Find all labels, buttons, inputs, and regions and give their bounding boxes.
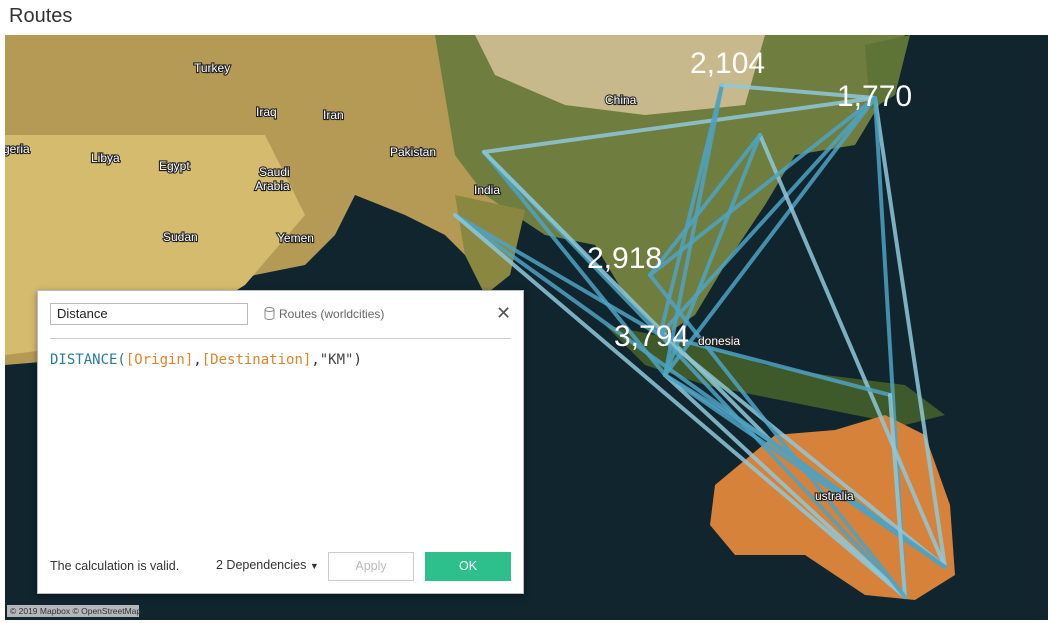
route-line[interactable] — [648, 133, 762, 277]
route-line[interactable] — [720, 83, 877, 100]
sheet-title: Routes — [9, 5, 73, 27]
data-source-name: Routes (worldcities) — [279, 307, 385, 321]
route-label: 2,104 — [690, 47, 765, 80]
place-label: China — [605, 93, 637, 107]
place-label: Egypt — [159, 159, 190, 173]
land — [865, 35, 910, 110]
route-line[interactable] — [658, 333, 907, 599]
routes — [453, 83, 947, 599]
route-line[interactable] — [453, 213, 907, 599]
place-label: Pakistan — [390, 145, 436, 159]
route-line[interactable] — [658, 333, 892, 397]
route-line[interactable] — [648, 273, 907, 599]
place-label: Turkey — [194, 61, 230, 75]
place-label: Libya — [91, 151, 120, 165]
separator — [50, 338, 511, 339]
data-source: Routes (worldcities) — [264, 307, 384, 321]
route-line[interactable] — [453, 213, 662, 337]
formula-punct: , — [193, 352, 202, 368]
land — [475, 35, 765, 115]
place-label: Arabia — [255, 179, 290, 193]
route-line[interactable] — [482, 96, 877, 154]
route-line[interactable] — [482, 150, 772, 442]
route-line[interactable] — [658, 333, 947, 569]
dropdown-caret: ▼ — [309, 561, 319, 571]
dependencies-label: 2 Dependencies — [216, 558, 307, 572]
database-icon — [264, 307, 275, 320]
formula-field: [Destination] — [201, 352, 312, 368]
route-line[interactable] — [658, 83, 724, 337]
apply-button[interactable]: Apply — [328, 552, 414, 581]
attribution: © 2019 Mapbox © OpenStreetMap — [10, 606, 141, 616]
place-labels: Turkey Iraq Iran geria Libya Egypt Saudi… — [5, 60, 855, 504]
route-label: 2,918 — [587, 242, 662, 275]
place-label: Saudi — [259, 165, 290, 179]
dependencies-menu[interactable]: 2 Dependencies ▼ — [216, 558, 319, 572]
route-line[interactable] — [663, 96, 877, 377]
ok-button[interactable]: OK — [425, 552, 511, 581]
formula-field: [Origin] — [125, 352, 194, 368]
route-line[interactable] — [663, 373, 772, 442]
route-line[interactable] — [888, 393, 907, 599]
route-line[interactable] — [663, 83, 724, 377]
route-label: 1,770 — [837, 80, 912, 113]
name-field[interactable]: Distance — [50, 303, 248, 325]
calculation-dialog: Distance Routes (worldcities) ✕ DISTANCE… — [37, 290, 524, 594]
place-label: ustralia — [815, 489, 854, 503]
place-label: geria — [5, 142, 30, 156]
place-label: Sudan — [163, 230, 198, 244]
place-label: Iraq — [256, 105, 277, 119]
formula-string: "KM" — [319, 352, 354, 368]
status-text: The calculation is valid. — [50, 559, 180, 573]
close-button[interactable]: ✕ — [496, 303, 512, 323]
route-line[interactable] — [758, 133, 947, 569]
formula-punct: ) — [353, 352, 362, 368]
formula-function: DISTANCE( — [50, 352, 126, 368]
route-line[interactable] — [648, 96, 877, 277]
place-label: Yemen — [277, 231, 314, 245]
place-label: Iran — [323, 108, 344, 122]
attribution-bg — [7, 605, 139, 617]
place-label: donesia — [698, 334, 740, 348]
route-line[interactable] — [663, 133, 762, 377]
place-label: India — [474, 183, 500, 197]
land — [605, 325, 945, 425]
formula-punct: , — [311, 352, 320, 368]
route-label: 3,794 — [614, 320, 689, 353]
formula-editor[interactable]: DISTANCE([Origin],[Destination],"KM") — [50, 352, 362, 368]
route-line[interactable] — [873, 96, 947, 569]
route-line[interactable] — [482, 150, 667, 377]
route-line[interactable] — [663, 373, 907, 599]
